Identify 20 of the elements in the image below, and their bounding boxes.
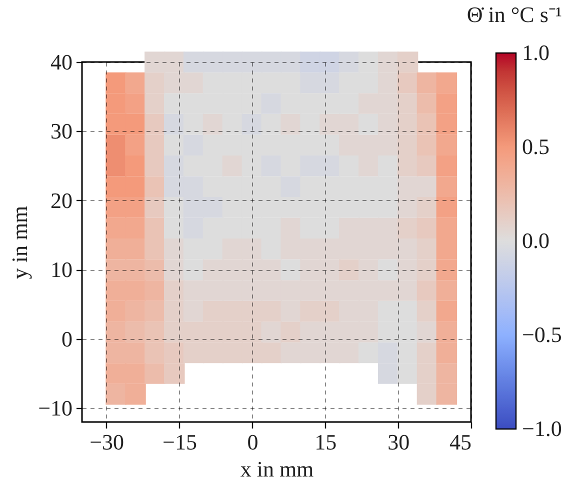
- y-tick-label: 20: [50, 188, 72, 213]
- x-tick-label: 30: [388, 430, 410, 454]
- x-axis-title: x in mm: [240, 456, 314, 481]
- color-bar-label: −1.0: [522, 416, 562, 441]
- x-tick-label: −15: [162, 430, 197, 454]
- x-tick-label: −30: [90, 430, 124, 454]
- color-bar-title: Θ̇ in °C s⁻¹: [466, 2, 562, 27]
- color-bar-label: 0.0: [522, 228, 550, 253]
- y-tick-label: 30: [50, 118, 72, 144]
- color-bar-label: 0.5: [522, 134, 550, 159]
- y-tick-label: −10: [38, 396, 72, 421]
- y-tick-label: 10: [50, 257, 72, 282]
- y-axis-title: y in mm: [7, 206, 32, 280]
- x-tick-label: 15: [314, 430, 337, 454]
- y-tick-label: 40: [50, 50, 72, 74]
- color-bar-label: 1.0: [522, 40, 550, 65]
- x-tick-label: 0: [247, 430, 258, 454]
- y-tick-label: 0: [62, 326, 72, 352]
- color-bar-label: −0.5: [522, 322, 562, 347]
- x-tick-label: 45: [450, 430, 472, 454]
